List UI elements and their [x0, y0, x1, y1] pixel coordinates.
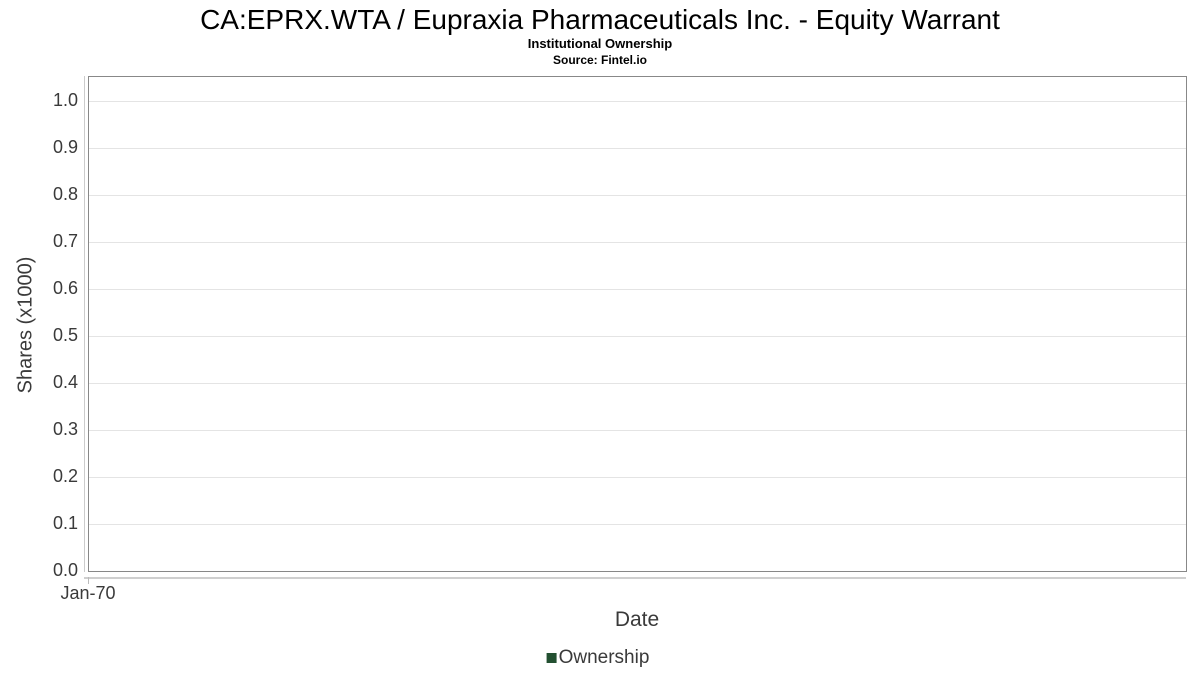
gridline	[89, 148, 1186, 149]
y-tick-label: 0.9	[52, 137, 78, 157]
y-tick-label: 0.7	[52, 231, 78, 251]
chart-subtitle: Institutional Ownership	[527, 36, 673, 51]
y-tick-label: 0.1	[52, 513, 78, 533]
y-tick-label: 0.6	[52, 278, 78, 298]
legend-series-label: Ownership	[558, 647, 650, 668]
y-tick-label: 0.5	[52, 325, 78, 345]
legend-marker-square-icon	[546, 653, 557, 663]
gridline	[89, 383, 1186, 384]
y-tick-label: 0.2	[52, 466, 78, 486]
legend: Ownership	[546, 647, 650, 669]
y-tick-label: 0.3	[52, 419, 78, 439]
x-axis-line	[84, 577, 1186, 579]
gridline	[89, 195, 1186, 196]
gridline	[89, 242, 1186, 243]
plot-area	[88, 76, 1187, 572]
gridline	[89, 524, 1186, 525]
y-tick-label: 0.0	[52, 560, 78, 580]
x-axis-title: Date	[614, 608, 660, 631]
x-tick-mark	[88, 577, 89, 584]
y-tick-label: 1.0	[52, 90, 78, 110]
x-tick-label: Jan-70	[60, 583, 116, 603]
y-tick-label: 0.8	[52, 184, 78, 204]
gridline	[89, 477, 1186, 478]
y-axis-line	[84, 76, 85, 572]
chart-title: CA:EPRX.WTA / Eupraxia Pharmaceuticals I…	[200, 4, 1000, 35]
chart-source-label: Source: Fintel.io	[552, 53, 647, 67]
y-tick-label: 0.4	[52, 372, 78, 392]
y-axis-title: Shares (x1000)	[14, 256, 37, 394]
gridline	[89, 430, 1186, 431]
gridline	[89, 101, 1186, 102]
gridline	[89, 336, 1186, 337]
gridline	[89, 289, 1186, 290]
